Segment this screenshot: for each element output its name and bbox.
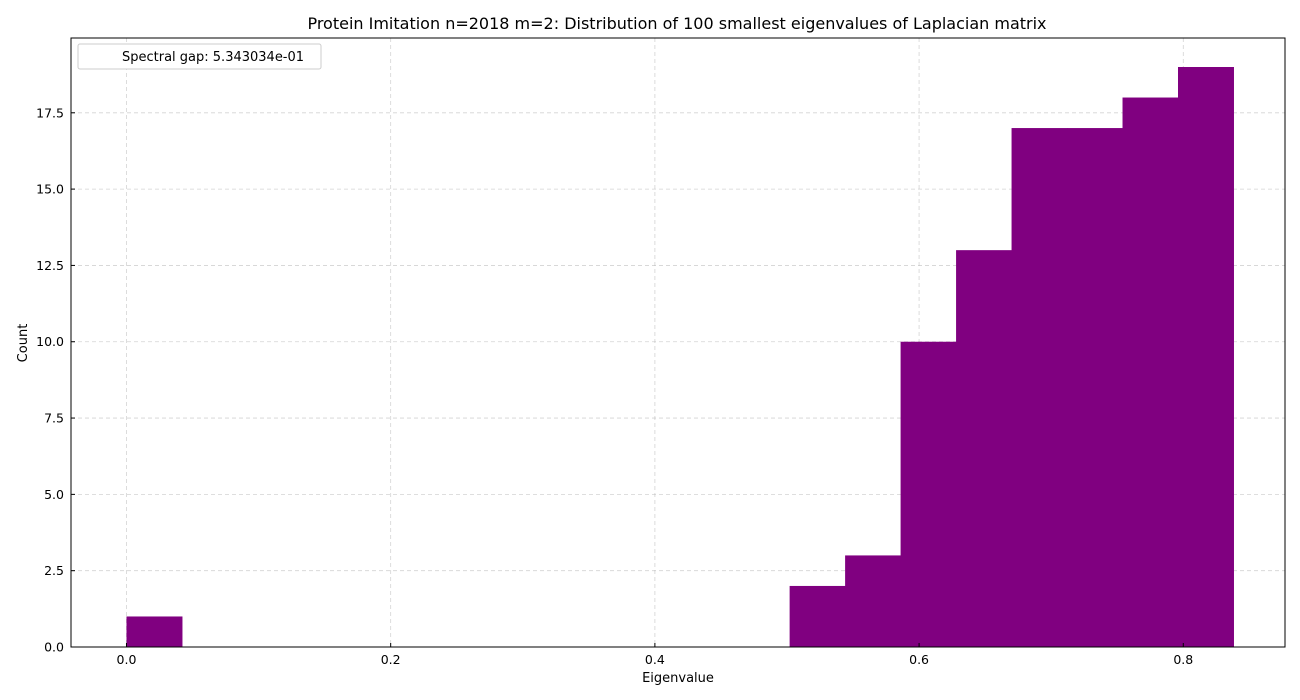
y-tick-label: 0.0 xyxy=(44,640,64,655)
histogram-bar xyxy=(789,585,846,647)
histogram-bar xyxy=(900,341,957,647)
plot-frame xyxy=(70,37,1286,648)
x-tick-label: 0.8 xyxy=(1173,652,1193,667)
y-tick-label: 7.5 xyxy=(44,411,64,426)
histogram-bars xyxy=(126,67,1234,648)
x-tick-label: 0.2 xyxy=(381,652,401,667)
y-tick-label: 5.0 xyxy=(44,487,64,502)
x-axis-label: Eigenvalue xyxy=(642,671,714,686)
x-axis-ticks: 0.0 0.2 0.4 0.6 0.8 xyxy=(117,643,1193,667)
legend-box xyxy=(77,43,322,70)
histogram-bar xyxy=(1122,97,1179,648)
y-tick-label: 17.5 xyxy=(36,105,64,120)
histogram-bar xyxy=(1067,128,1124,648)
y-axis-ticks: 0.0 2.5 5.0 7.5 10.0 12.5 15.0 17.5 xyxy=(36,105,75,655)
y-tick-label: 2.5 xyxy=(44,563,64,578)
y-tick-label: 12.5 xyxy=(36,258,64,273)
histogram-bar xyxy=(845,555,902,647)
histogram-bar xyxy=(956,250,1013,647)
legend: Spectral gap: 5.343034e-01 xyxy=(77,43,322,70)
x-tick-label: 0.4 xyxy=(645,652,665,667)
chart-title: Protein Imitation n=2018 m=2: Distributi… xyxy=(307,14,1046,33)
histogram-bar xyxy=(1011,128,1068,648)
histogram-bar xyxy=(126,616,183,647)
legend-entry: Spectral gap: 5.343034e-01 xyxy=(122,50,304,65)
y-tick-label: 10.0 xyxy=(36,334,64,349)
y-tick-label: 15.0 xyxy=(36,182,64,197)
x-tick-label: 0.0 xyxy=(117,652,137,667)
histogram-bar xyxy=(1177,67,1234,647)
x-tick-label: 0.6 xyxy=(909,652,929,667)
y-axis-label: Count xyxy=(16,324,31,363)
